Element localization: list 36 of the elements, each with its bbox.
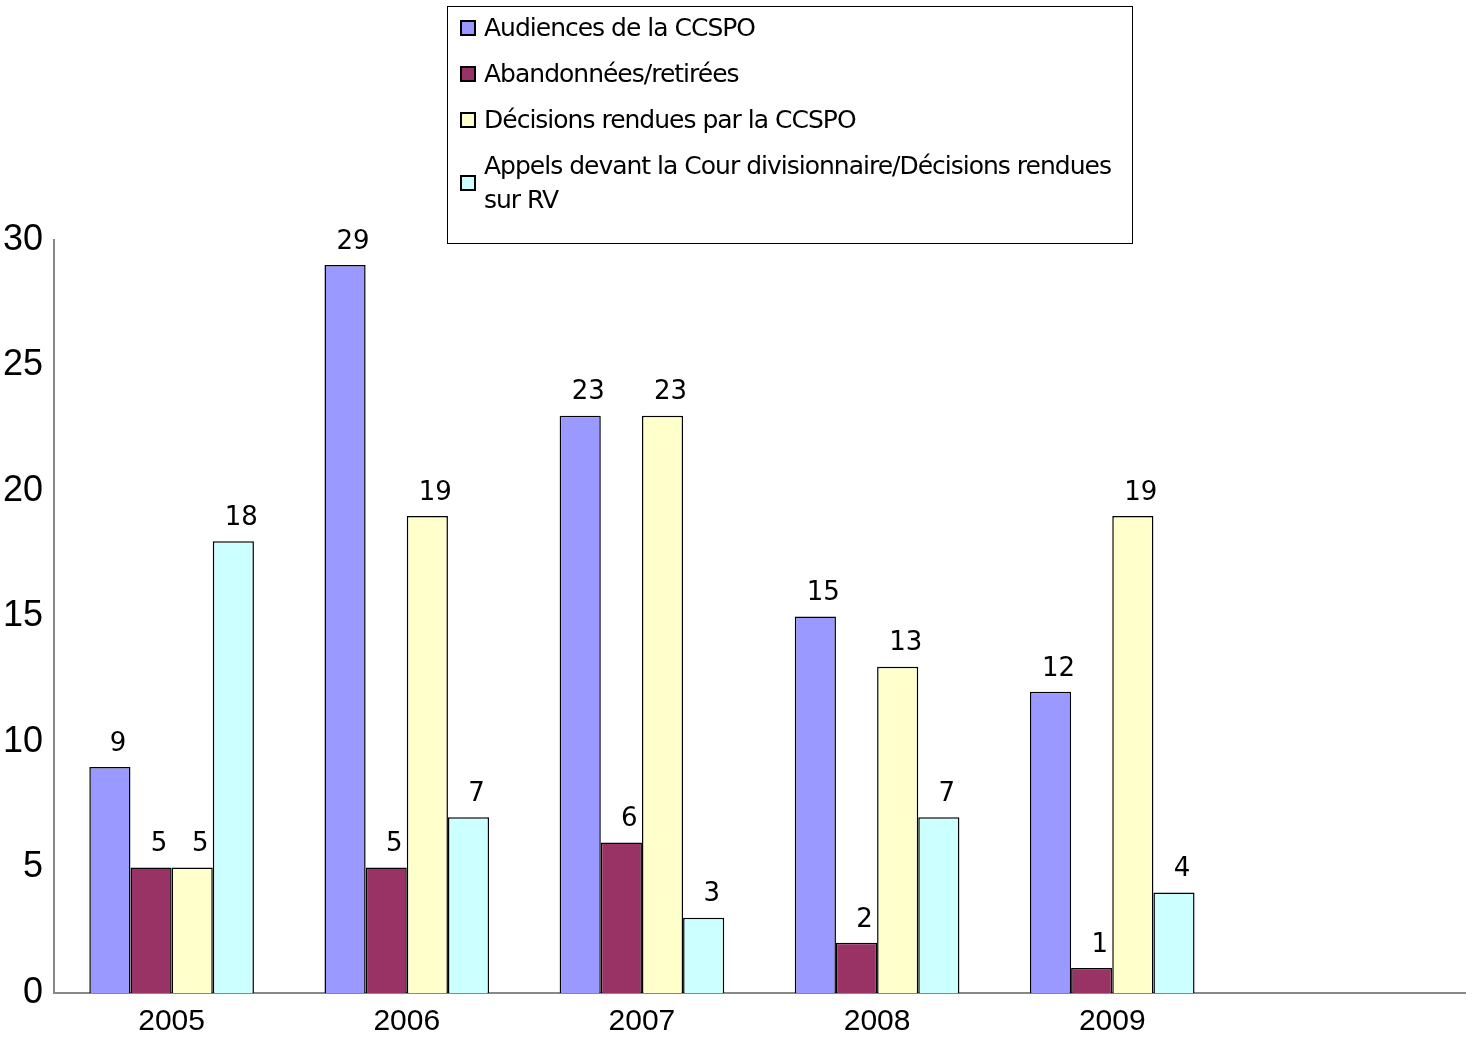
data-label: 12 (1041, 651, 1076, 682)
y-tick-label: 0 (23, 969, 44, 1011)
y-tick-label: 15 (3, 593, 44, 635)
data-label: 7 (938, 777, 956, 808)
data-label: 23 (653, 375, 688, 406)
data-label: 29 (336, 224, 370, 255)
y-tick-label: 10 (3, 718, 44, 760)
data-label: 6 (621, 802, 638, 833)
data-label: 9 (109, 726, 127, 757)
legend-label: Audiences de la CCSPO (484, 12, 756, 44)
data-label: 5 (150, 827, 168, 858)
data-label: 3 (703, 877, 720, 908)
data-label: 1 (1091, 927, 1108, 958)
y-tick-label: 20 (3, 467, 44, 509)
y-tick-label: 30 (3, 216, 44, 258)
x-tick-label: 2008 (843, 1003, 911, 1037)
x-tick-label: 2005 (138, 1003, 205, 1037)
data-label: 19 (1124, 475, 1158, 506)
data-label: 7 (468, 777, 485, 808)
data-label: 4 (1173, 852, 1191, 883)
data-label: 18 (224, 500, 258, 531)
data-label: 19 (418, 475, 452, 506)
data-label: 15 (806, 576, 840, 607)
data-label: 5 (191, 827, 209, 858)
data-label: 13 (889, 626, 923, 657)
data-label: 5 (385, 827, 403, 858)
x-tick-label: 2006 (373, 1003, 441, 1037)
y-tick-label: 25 (3, 342, 44, 384)
legend-label: Appels devant la Cour divisionnaire/Décisions rendues sur RV (484, 150, 1112, 216)
data-label: 2 (856, 902, 873, 933)
data-label: 23 (571, 375, 605, 406)
y-tick-label: 5 (23, 844, 44, 886)
legend-label: Abandonnées/retirées (484, 58, 739, 90)
legend-label: Décisions rendues par la CCSPO (484, 104, 856, 136)
x-tick-label: 2007 (608, 1003, 676, 1037)
x-tick-label: 2009 (1078, 1003, 1146, 1037)
